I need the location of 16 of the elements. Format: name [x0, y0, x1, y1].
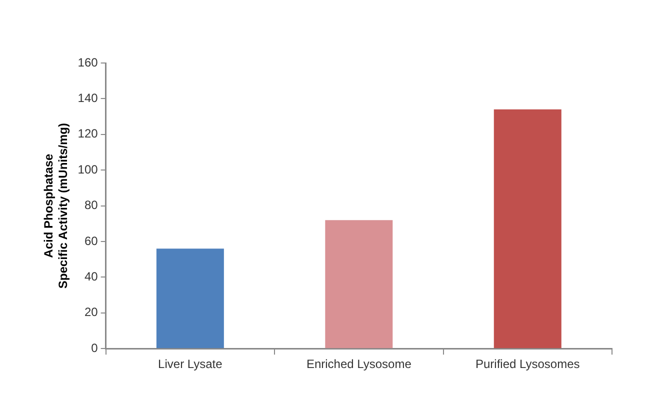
- y-tick-label: 40: [84, 270, 98, 284]
- x-tick-label: Purified Lysosomes: [475, 357, 580, 372]
- x-tick-label: Liver Lysate: [158, 357, 223, 372]
- y-axis-title: Acid Phosphatase Specific Activity (mUnits/mg): [42, 123, 70, 289]
- bar: [325, 220, 393, 348]
- y-tick-label: 100: [78, 162, 98, 176]
- y-tick-label: 120: [78, 126, 98, 141]
- y-tick-label: 160: [78, 55, 98, 70]
- y-tick-label: 60: [84, 234, 98, 248]
- x-tick-label: Enriched Lysosome: [306, 357, 412, 372]
- bar: [156, 248, 224, 348]
- y-tick-label: 0: [91, 340, 98, 355]
- y-tick-label: 140: [78, 91, 98, 106]
- y-tick-label: 20: [84, 305, 98, 320]
- bar: [494, 109, 562, 348]
- y-tick-label: 80: [84, 198, 98, 212]
